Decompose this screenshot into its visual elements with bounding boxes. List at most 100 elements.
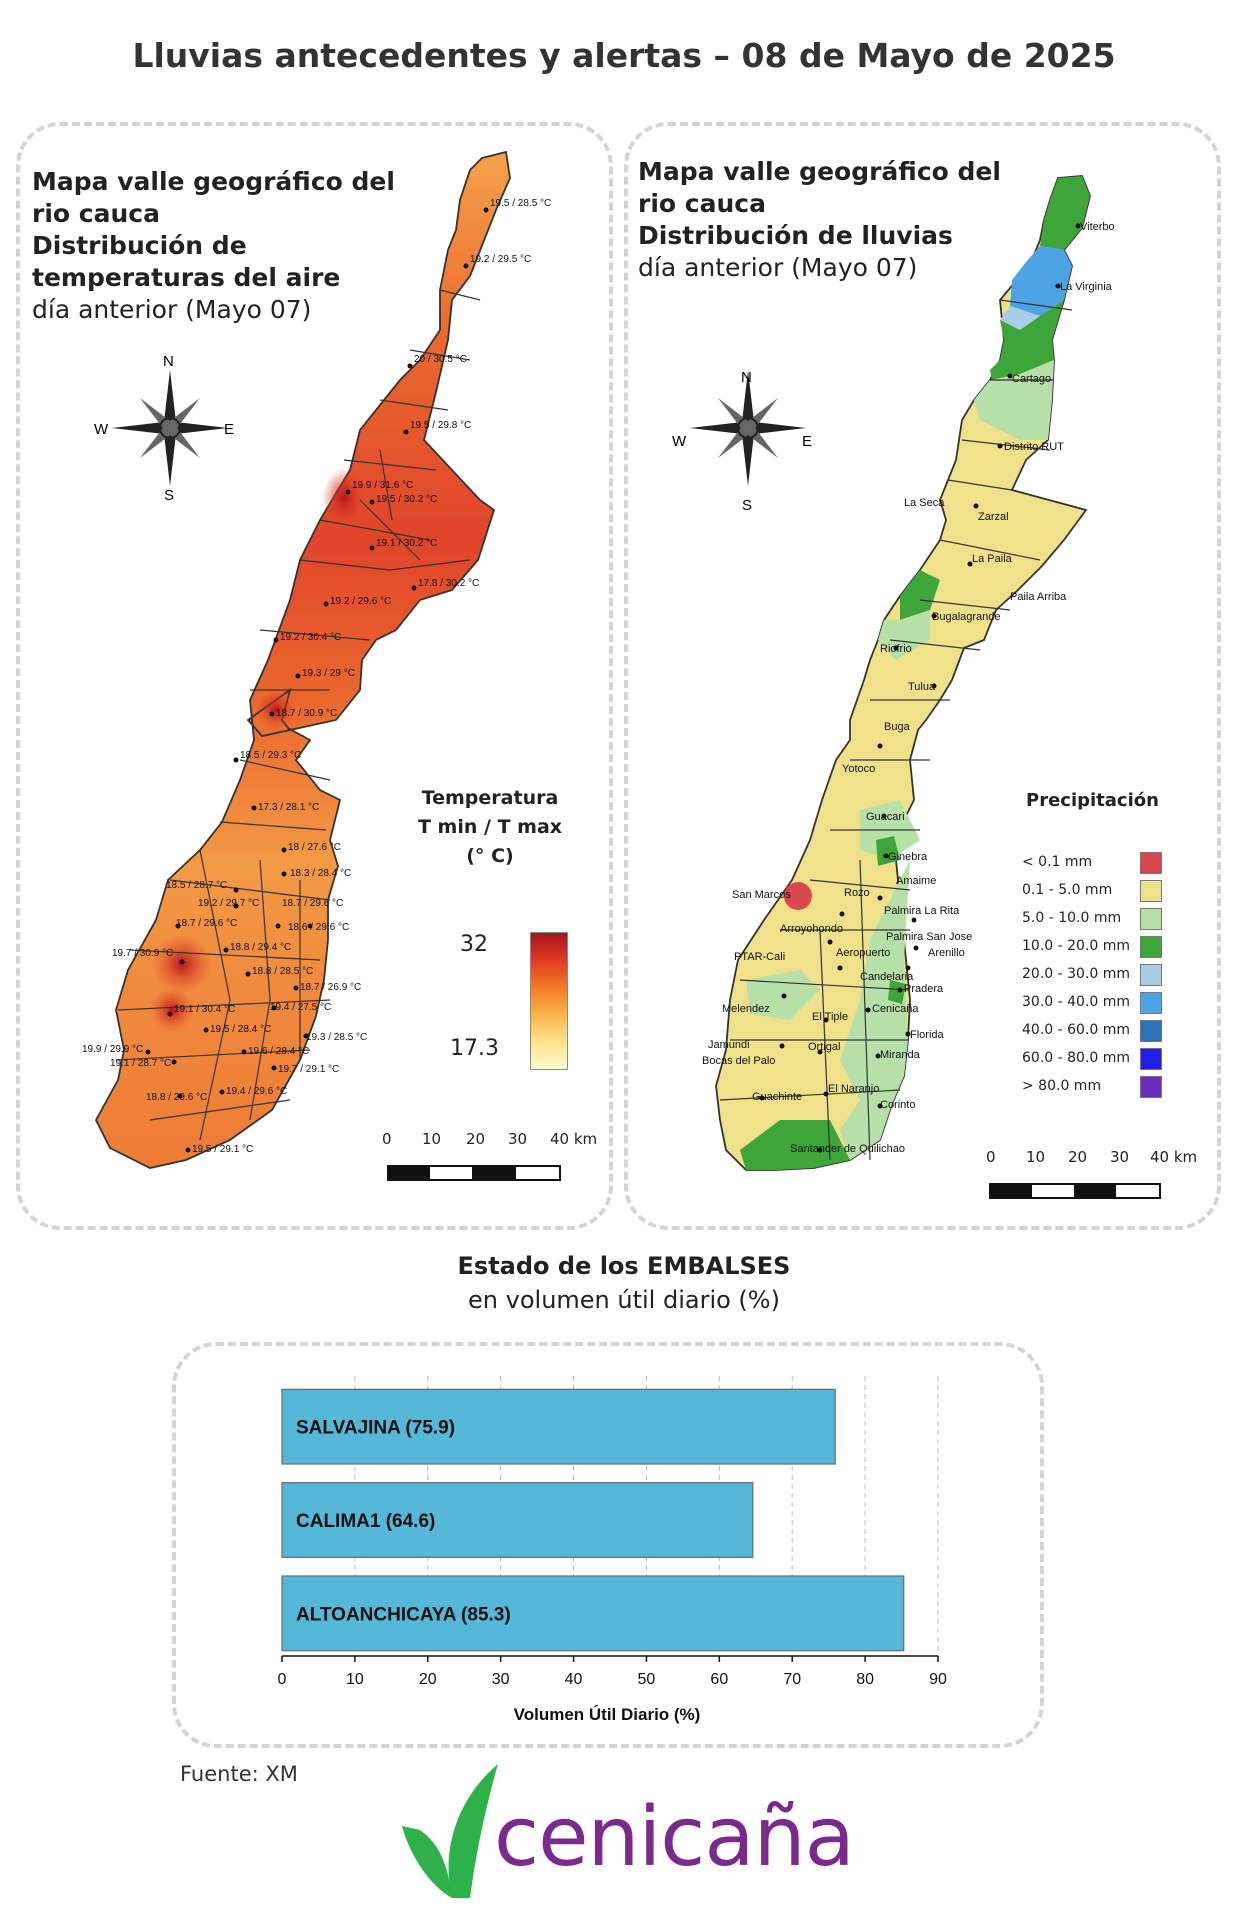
temperature-legend-title: Temperatura T min / T max (° C) <box>412 784 568 871</box>
compass-rose-icon <box>112 370 228 486</box>
reservoir-bar-label: CALIMA1 (64.6) <box>296 1511 435 1532</box>
rain-place-label: Santander de Quilichao <box>790 1143 905 1155</box>
rain-subtitle: día anterior (Mayo 07) <box>638 253 918 282</box>
legend-item: > 80.0 mm <box>1022 1076 1182 1100</box>
legend-item: 20.0 - 30.0 mm <box>1022 964 1182 988</box>
rain-place-label: Riofrio <box>880 643 912 655</box>
x-tick-label: 60 <box>710 1671 728 1688</box>
temp-station-label: 19.1 / 30.4 °C <box>174 1004 235 1015</box>
compass-e: E <box>802 433 812 450</box>
rain-map-panel <box>624 122 1221 1230</box>
rain-polygons <box>719 299 1087 1161</box>
legend-label: 60.0 - 80.0 mm <box>1022 1050 1131 1066</box>
temp-title-line-2: rio cauca <box>32 199 160 228</box>
reservoirs-subheading: en volumen útil diario (%) <box>468 1286 780 1314</box>
rain-place-label: Rozo <box>844 887 870 899</box>
legend-title-line: T min / T max <box>417 816 563 838</box>
legend-label: < 0.1 mm <box>1022 854 1093 870</box>
rain-place-label: Guacari <box>866 811 905 823</box>
temperature-map-shape <box>94 150 511 1169</box>
temperature-panel-title: Mapa valle geográfico del rio cauca Dist… <box>32 166 395 326</box>
rain-place-label: Buga <box>884 721 911 733</box>
temp-station-label: 19.5 / 28.4 °C <box>210 1024 271 1035</box>
compass-e: E <box>224 421 234 438</box>
compass-n: N <box>741 369 752 386</box>
rain-place-label: Yotoco <box>842 763 875 775</box>
legend-swatch <box>1140 1020 1162 1042</box>
rain-place-label: La Virginia <box>1060 281 1113 293</box>
temp-station-label: 17.3 / 28.1 °C <box>258 802 319 813</box>
temp-station-label: 19.2 / 29.5 °C <box>470 254 531 265</box>
legend-item: 30.0 - 40.0 mm <box>1022 992 1182 1016</box>
legend-label: 5.0 - 10.0 mm <box>1022 910 1122 926</box>
rain-title-line-2: rio cauca <box>638 189 766 218</box>
x-axis-label: Volumen Útil Diario (%) <box>514 1705 701 1724</box>
temp-station-label: 18.5 / 28.7 °C <box>166 880 227 891</box>
scale-tick: 40 km <box>1150 1148 1198 1166</box>
x-tick-label: 10 <box>346 1671 364 1688</box>
temp-station-label: 18.3 / 28.4 °C <box>290 868 351 879</box>
temp-subtitle: día anterior (Mayo 07) <box>32 295 312 324</box>
rain-place-label: Arroyohondo <box>780 923 843 935</box>
temp-station-label: 18 / 27.6 °C <box>288 842 341 853</box>
temp-station-label: 18.5 / 29.3 °C <box>240 750 301 761</box>
compass-w: W <box>94 421 109 438</box>
legend-swatch <box>1140 1048 1162 1070</box>
temp-station-label: 18.7 / 30.9 °C <box>276 708 337 719</box>
scale-tick: 40 km <box>550 1130 598 1148</box>
x-tick-label: 40 <box>565 1671 583 1688</box>
rain-place-label: Jamundi <box>708 1039 750 1051</box>
cenicana-logo-text: cenicaña <box>494 1790 855 1885</box>
temp-station-label: 17.8 / 30.2 °C <box>418 578 479 589</box>
temp-station-label: 18.7 / 29.6 °C <box>282 898 343 909</box>
temp-station-label: 19.5 / 29.8 °C <box>410 420 471 431</box>
rain-place-label: Palmira San Jose <box>886 931 972 943</box>
temp-station-label: 19.2 / 29.6 °C <box>330 596 391 607</box>
rain-place-label: Guachinte <box>752 1091 802 1103</box>
legend-item: 0.1 - 5.0 mm <box>1022 880 1182 904</box>
legend-swatch <box>1140 936 1162 958</box>
legend-label: 40.0 - 60.0 mm <box>1022 1022 1131 1038</box>
rain-place-label: Candelaria <box>860 971 914 983</box>
rain-place-label: Distrito RUT <box>1004 441 1064 453</box>
legend-item: 10.0 - 20.0 mm <box>1022 936 1182 960</box>
rain-place-label: Melendez <box>722 1003 770 1015</box>
rain-place-label: Viterbo <box>1080 221 1115 233</box>
temp-station-label: 19.7 / 29.1 °C <box>278 1064 339 1075</box>
rain-place-label: Corinto <box>880 1099 915 1111</box>
reservoir-bar <box>281 1482 754 1558</box>
temp-title-line-3: Distribución de <box>32 231 247 260</box>
scale-tick: 0 <box>986 1148 996 1166</box>
legend-swatch <box>1140 992 1162 1014</box>
x-tick-label: 30 <box>492 1671 510 1688</box>
legend-swatch <box>1140 1076 1162 1098</box>
legend-swatch <box>1140 880 1162 902</box>
chart-bars: SALVAJINA (75.9) CALIMA1 (64.6) ALTOANCHIC… <box>281 1388 905 1652</box>
compass-s: S <box>742 497 752 514</box>
temp-station-label: 18.7 / 26.9 °C <box>300 982 361 993</box>
rain-place-label: Bocas del Palo <box>702 1055 775 1067</box>
temp-station-label: 19.9 / 29.9 °C <box>82 1044 143 1055</box>
rain-place-label: Pradera <box>904 983 944 995</box>
temp-station-label: 19.5 / 29.1 °C <box>192 1144 253 1155</box>
rain-place-label: Paila Arriba <box>1010 591 1067 603</box>
temp-station-label: 19.4 / 27.5 °C <box>270 1002 331 1013</box>
rain-place-label: Bugalagrande <box>932 611 1001 623</box>
rain-place-label: PTAR-Cali <box>734 951 785 963</box>
rain-place-label: Palmira La Rita <box>884 905 960 917</box>
reservoir-bar-label: ALTOANCHICAYA (85.3) <box>296 1604 511 1625</box>
legend-item: 60.0 - 80.0 mm <box>1022 1048 1182 1072</box>
legend-label: > 80.0 mm <box>1022 1078 1102 1094</box>
temp-station-label: 19.4 / 29.6 °C <box>226 1086 287 1097</box>
temp-station-label: 18.6 / 29.6 °C <box>288 922 349 933</box>
rain-place-label: Aeropuerto <box>836 947 890 959</box>
rain-place-label: Florida <box>910 1029 945 1041</box>
temperature-map-panel <box>16 122 613 1230</box>
temp-station-label: 19.2 / 29.7 °C <box>198 898 259 909</box>
temp-station-label: 18.7 / 29.6 °C <box>176 918 237 929</box>
reservoir-bar <box>281 1388 836 1465</box>
temp-station-label: 20 / 30.5 °C <box>414 354 467 365</box>
legend-swatch <box>1140 964 1162 986</box>
legend-item: < 0.1 mm <box>1022 852 1182 876</box>
